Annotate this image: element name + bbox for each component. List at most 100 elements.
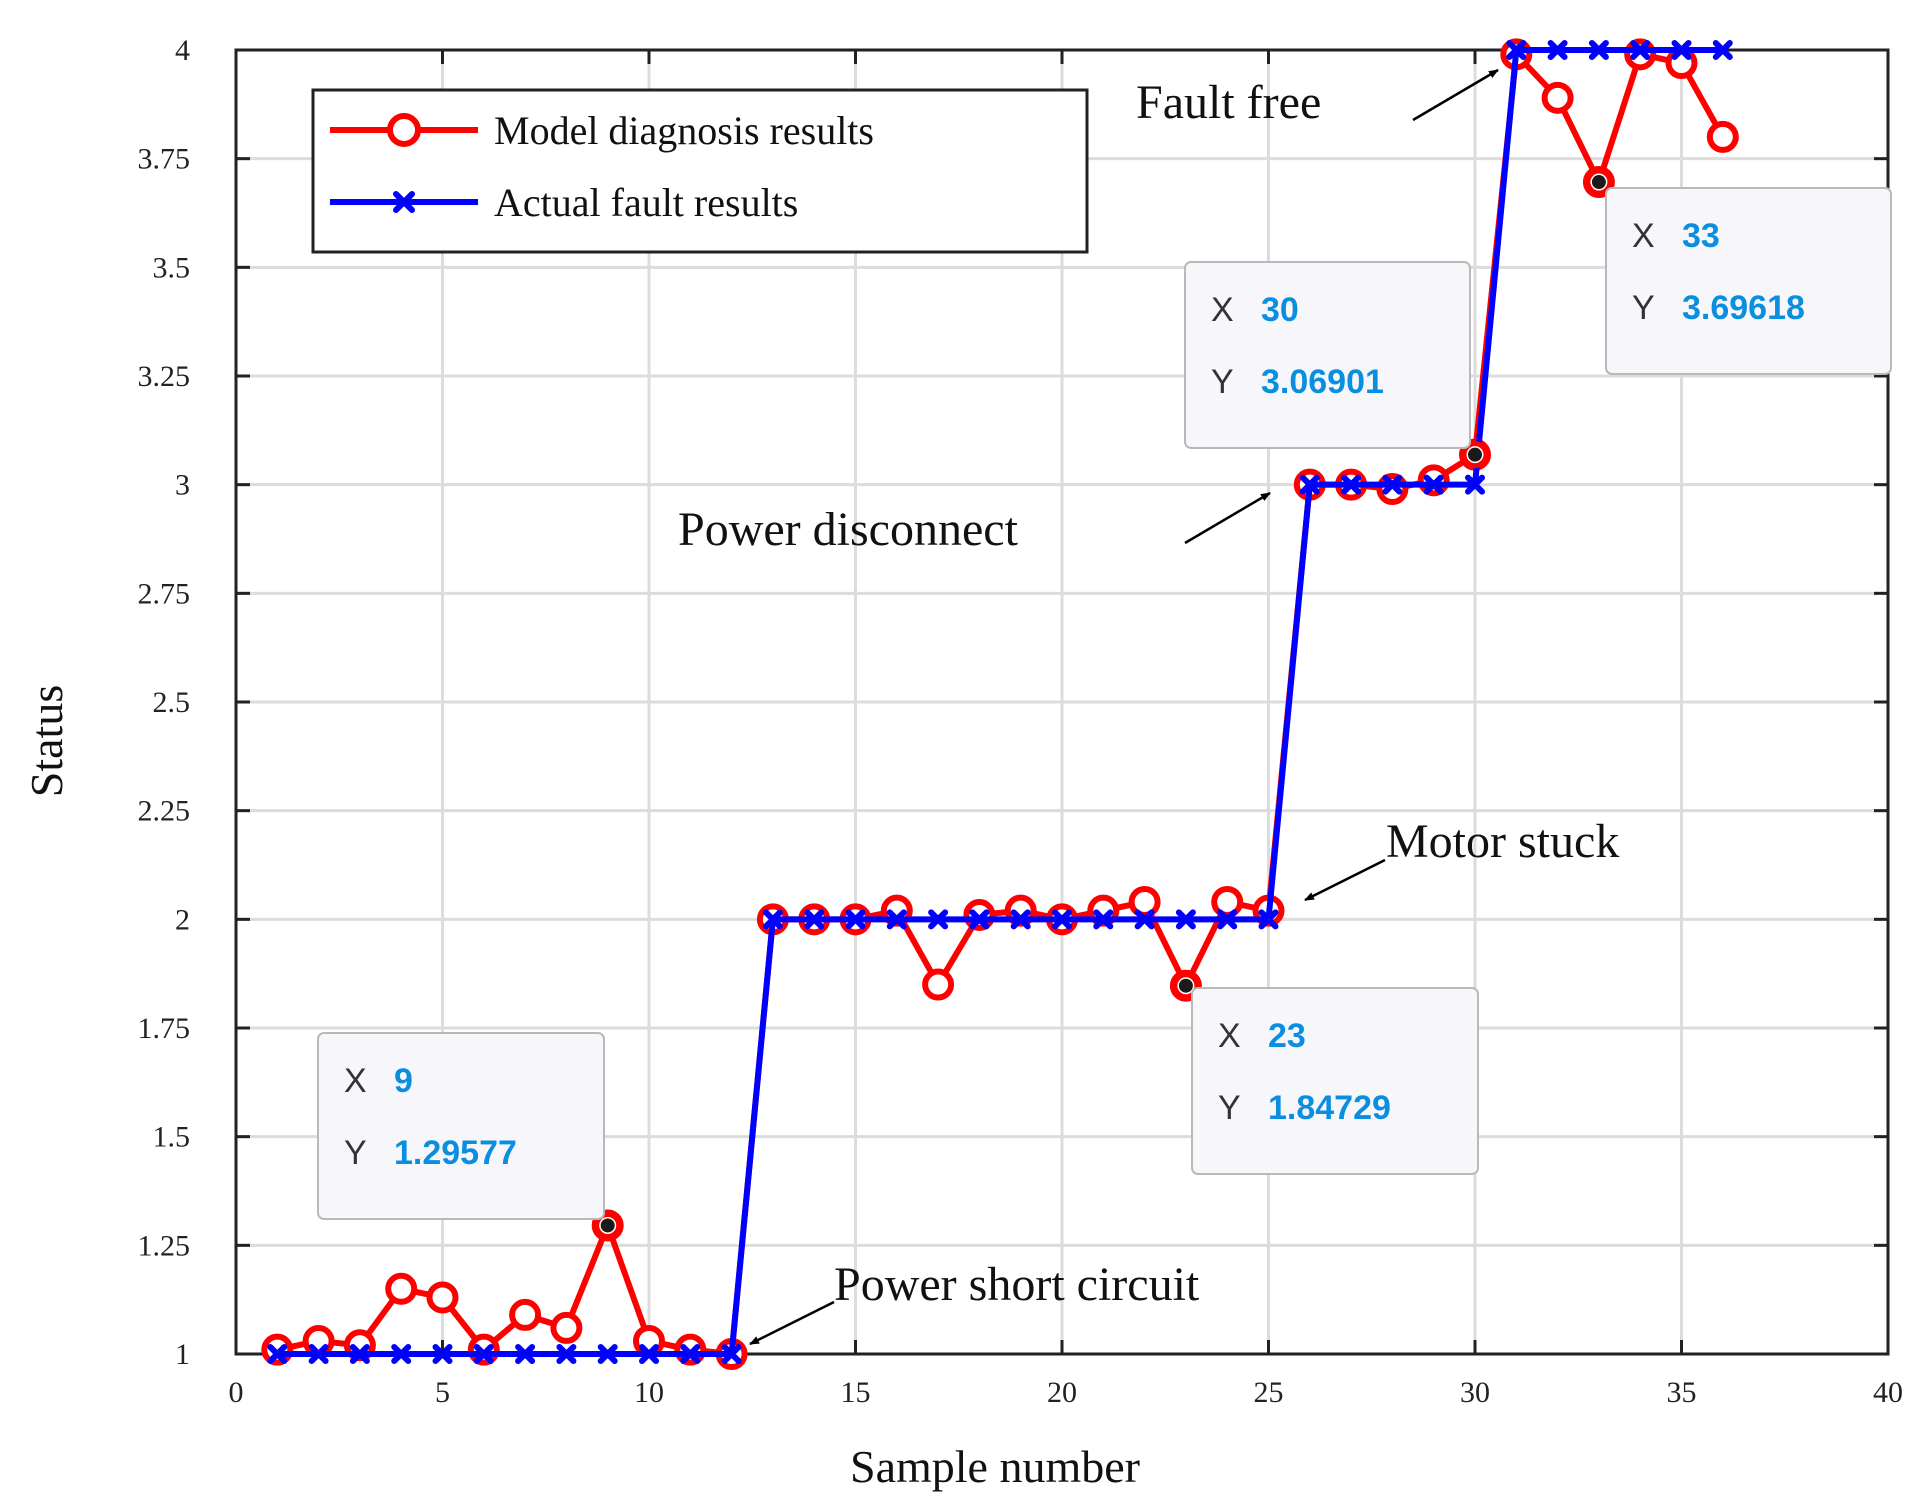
y-tick-label: 4 [175, 34, 190, 67]
data-tip-box [1184, 261, 1471, 449]
x-tick-label: 40 [1873, 1376, 1903, 1409]
annotation-arrow [1184, 491, 1271, 545]
data-point [1630, 40, 1651, 60]
marker-stroke [267, 1344, 288, 1364]
annotation-label: Power disconnect [678, 503, 1019, 556]
data-tip-x-key: X [1218, 1017, 1241, 1055]
data-point [509, 1298, 542, 1331]
data-tip-dot [1591, 175, 1606, 190]
data-tip-y-value: 3.69618 [1682, 289, 1805, 327]
data-point [1712, 40, 1733, 60]
marker-stroke [845, 909, 866, 930]
data-tip-x-value: 23 [1268, 1017, 1306, 1055]
data-tip-x-value: 9 [394, 1062, 413, 1100]
data-point [1211, 885, 1244, 918]
data-point [963, 898, 996, 931]
legend: Model diagnosis results Actual fault resu… [311, 88, 1089, 254]
marker-stroke [308, 1344, 329, 1364]
data-point [467, 1333, 500, 1366]
data-point [1052, 909, 1072, 930]
marker-stroke [349, 1344, 370, 1364]
data-point [1506, 40, 1527, 60]
marker-stroke [1382, 474, 1403, 495]
marker-stroke [1299, 474, 1320, 495]
data-point [1128, 885, 1161, 918]
data-point [721, 1344, 742, 1364]
marker-stroke [1175, 909, 1196, 930]
data-tip-box [317, 1032, 605, 1220]
series-actual-fault [267, 40, 1733, 1364]
marker-stroke [393, 191, 415, 213]
marker-stroke [639, 1344, 659, 1364]
data-point [969, 909, 990, 930]
data-tip-x-key: X [1211, 291, 1234, 329]
data-point [385, 1272, 418, 1305]
data-point [922, 968, 955, 1001]
data-point [845, 909, 866, 930]
data-point [550, 1311, 583, 1344]
y-tick-label: 3.5 [153, 251, 191, 284]
data-tip-x-value: 33 [1682, 217, 1720, 255]
data-point [1423, 474, 1444, 495]
data-point [1175, 909, 1196, 930]
marker-stroke [721, 1344, 742, 1364]
x-tick-label: 20 [1047, 1376, 1077, 1409]
data-point [597, 1344, 618, 1364]
annotation-label: Fault free [1136, 76, 1321, 129]
marker-stroke [432, 1344, 453, 1364]
x-tick-label: 15 [841, 1376, 871, 1409]
legend-item: Actual fault results [330, 180, 798, 225]
data-tip-y-key: Y [1211, 363, 1234, 401]
annotation-label: Motor stuck [1386, 815, 1619, 868]
data-point [1541, 81, 1574, 114]
data-point [674, 1333, 707, 1366]
y-tick-label: 3.25 [138, 360, 191, 393]
marker-stroke [1630, 40, 1651, 60]
annotation-arrow [1412, 68, 1499, 122]
data-point [762, 909, 783, 930]
legend-label: Model diagnosis results [494, 108, 874, 153]
y-axis-title: Status [21, 685, 72, 797]
y-tick-label: 1.75 [138, 1012, 191, 1045]
data-point [308, 1344, 329, 1364]
data-tip-y-value: 3.06901 [1261, 363, 1384, 401]
data-point [1134, 909, 1155, 930]
marker-stroke [1341, 474, 1362, 495]
data-point [1010, 909, 1031, 930]
data-tip-dot [600, 1218, 615, 1233]
marker-stroke [391, 1344, 412, 1364]
data-point [1382, 474, 1403, 495]
data-point [1706, 120, 1739, 153]
data-tip-box [1191, 987, 1479, 1175]
marker-stroke [473, 1344, 494, 1364]
data-point [680, 1344, 701, 1364]
marker-stroke [1547, 40, 1568, 60]
data-point [1258, 909, 1279, 930]
x-tick-label: 30 [1460, 1376, 1490, 1409]
data-tip: X 30 Y 3.06901 [1184, 261, 1489, 469]
data-point [1376, 473, 1409, 506]
marker-stroke [1217, 909, 1238, 930]
data-tip-dot [1178, 978, 1193, 993]
marker-stroke [1588, 40, 1609, 60]
y-tick-label: 2 [175, 903, 190, 936]
y-tick-label: 2.25 [138, 795, 191, 828]
annotation-arrow [1304, 858, 1386, 902]
data-point [1588, 40, 1609, 60]
x-tick-label: 0 [229, 1376, 244, 1409]
legend-label: Actual fault results [494, 180, 798, 225]
marker-stroke [1052, 909, 1072, 930]
y-tick-label: 3.75 [138, 143, 191, 176]
data-tip-y-key: Y [1632, 289, 1655, 327]
data-point [1341, 474, 1362, 495]
data-point [267, 1344, 288, 1364]
marker-stroke [1258, 909, 1279, 930]
marker-stroke [969, 909, 990, 930]
x-tick-label: 25 [1254, 1376, 1284, 1409]
x-tick-label: 5 [435, 1376, 450, 1409]
data-tip-x-key: X [1632, 217, 1655, 255]
data-point [1547, 40, 1568, 60]
marker-stroke [762, 909, 783, 930]
marker-stroke [597, 1344, 618, 1364]
